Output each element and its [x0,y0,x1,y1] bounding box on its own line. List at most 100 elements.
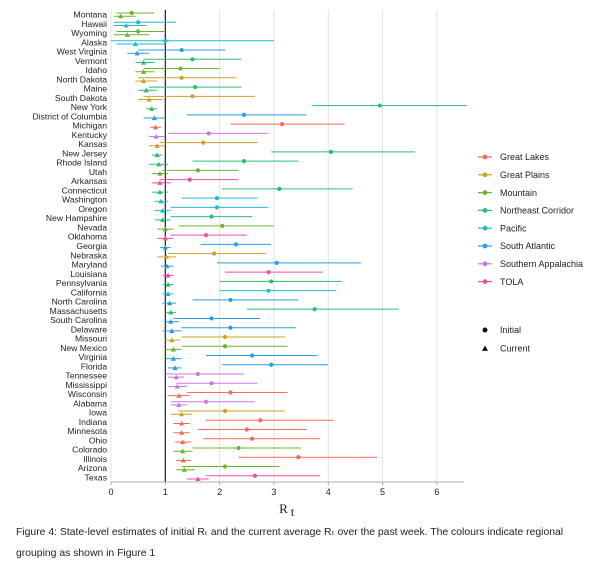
state-label-montana: Montana [74,10,108,20]
state-label-new-mexico: New Mexico [60,343,107,353]
initial-point-michigan [279,121,285,127]
state-label-maryland: Maryland [72,260,108,270]
current-point-michigan [152,124,159,130]
state-label-wisconsin: Wisconsin [68,389,107,399]
x-tick-label-3: 3 [271,487,276,497]
current-point-south-carolina [168,319,174,324]
current-point-utah [157,170,163,176]
initial-point-colorado [236,445,241,451]
state-label-oklahoma: Oklahoma [68,232,107,242]
state-label-hawaii: Hawaii [81,19,107,29]
current-point-california [165,291,171,296]
state-label-vermont: Vermont [75,56,108,66]
current-point-north-dakota [140,78,147,84]
initial-point-nebraska [212,251,217,256]
x-tick-label-1: 1 [163,487,168,497]
current-point-oregon [159,207,166,213]
current-point-south-dakota [146,96,152,102]
current-point-alabama [176,402,182,408]
legend-label-northeast-corridor: Northeast Corridor [500,206,574,216]
x-tick-label-2: 2 [217,487,222,497]
initial-point-pennsylvania [269,279,274,284]
state-label-louisiana: Louisiana [70,269,107,279]
initial-point-kentucky [206,131,211,136]
state-label-north-carolina: North Carolina [52,297,108,307]
initial-point-iowa [222,408,228,414]
state-label-california: California [71,287,108,297]
initial-point-north-carolina [228,297,233,303]
initial-point-missouri [222,334,228,340]
current-point-maryland [164,263,170,269]
state-label-tennessee: Tennessee [65,371,107,381]
initial-point-south-carolina [209,316,214,321]
state-label-arizona: Arizona [78,463,107,473]
initial-point-district-of-columbia [241,112,247,117]
state-label-michigan: Michigan [73,121,108,131]
state-label-mississippi: Mississippi [65,380,107,390]
initial-point-texas [252,473,258,478]
current-point-florida [172,365,178,370]
current-point-virginia [170,356,177,361]
state-label-new-hampshire: New Hampshire [46,213,107,223]
state-label-district-of-columbia: District of Columbia [33,111,108,121]
state-label-nevada: Nevada [77,222,107,232]
figure-caption: Figure 4: State-level estimates of initi… [16,527,564,559]
state-label-texas: Texas [85,472,107,482]
current-point-texas [195,476,201,482]
initial-point-georgia [233,242,239,247]
state-label-arkansas: Arkansas [71,176,107,186]
state-label-illinois: Illinois [83,454,107,464]
current-point-new-york [149,106,155,111]
initial-point-hawaii [136,20,141,25]
state-label-delaware: Delaware [71,324,108,334]
initial-point-california [266,288,271,293]
state-label-pennsylvania: Pennsylvania [56,278,107,288]
state-label-oregon: Oregon [78,204,107,214]
state-label-north-dakota: North Dakota [56,74,107,84]
grid-lines [110,10,438,482]
legend-swatch-south-atlantic [482,243,488,249]
state-label-south-carolina: South Carolina [50,315,107,325]
state-label-virginia: Virginia [78,352,107,362]
state-label-kansas: Kansas [78,139,107,149]
initial-point-north-dakota [179,75,184,80]
x-tick-label-4: 4 [326,487,331,497]
legend-label-great-lakes: Great Lakes [500,152,550,162]
legend-label-great-plains: Great Plains [500,170,550,180]
legend-swatch-tola [482,279,488,284]
current-point-iowa [179,411,185,417]
state-label-south-dakota: South Dakota [55,93,107,103]
x-tick-label-6: 6 [434,487,439,497]
legend-marker-label-current: Current [500,344,531,354]
state-label-rhode-island: Rhode Island [56,158,107,168]
state-label-maine: Maine [84,84,108,94]
current-point-delaware [169,328,175,333]
current-point-wyoming [124,32,130,37]
current-point-pennsylvania [165,282,171,287]
initial-point-new-hampshire [209,214,214,219]
state-label-west-virginia: West Virginia [57,47,108,57]
legend-marker-label-initial: Initial [500,325,521,335]
current-point-idaho [140,69,147,74]
x-tick-label-0: 0 [108,487,113,497]
initial-point-indiana [258,418,263,423]
legend: Great Lakes Great Plains Mountain Northeast… [478,152,583,354]
initial-point-new-mexico [222,344,228,349]
initial-point-alabama [203,399,209,404]
current-point-indiana [179,420,185,426]
current-point-colorado [180,448,186,454]
initial-point-florida [269,362,274,367]
current-point-oklahoma [162,235,168,241]
legend-swatch-great-plains [482,172,488,178]
initial-point-west-virginia [179,47,184,53]
legend-swatch-great-lakes [482,154,488,160]
state-label-georgia: Georgia [76,241,107,251]
initial-point-wisconsin [228,390,233,395]
current-point-hawaii [123,22,129,28]
current-point-new-mexico [170,346,177,352]
state-label-connecticut: Connecticut [62,185,108,195]
current-point-north-carolina [167,300,173,306]
state-label-alabama: Alabama [73,398,107,408]
legend-swatch-pacific [482,225,488,231]
